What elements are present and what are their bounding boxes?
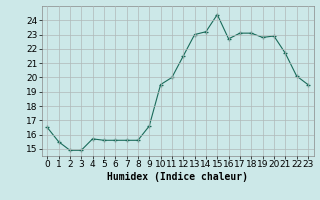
X-axis label: Humidex (Indice chaleur): Humidex (Indice chaleur) xyxy=(107,172,248,182)
